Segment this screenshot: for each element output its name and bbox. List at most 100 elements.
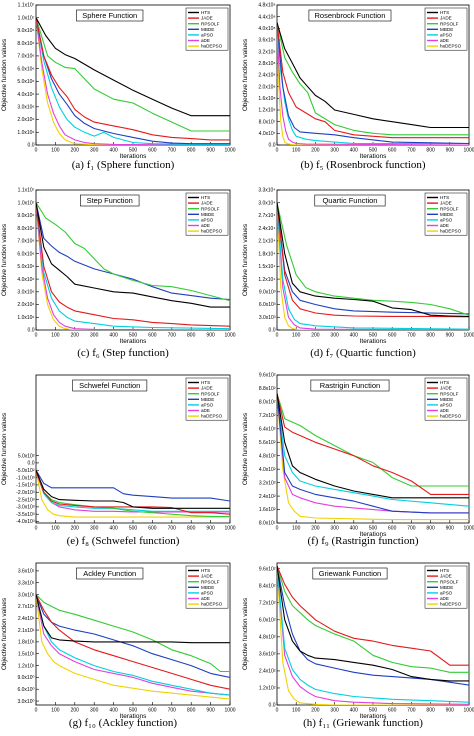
series-line-hadepso: [277, 22, 469, 145]
series-line-jade: [36, 594, 230, 690]
legend-label: MBDE: [201, 585, 214, 590]
title-box: [80, 194, 140, 207]
y-tick-label: 4.0x10⁶: [17, 92, 34, 98]
legend-label: HTS: [440, 195, 449, 200]
series-line-jade: [277, 393, 469, 495]
series-line-ade: [36, 17, 230, 145]
y-tick-label: 2.4x10⁴: [258, 226, 275, 232]
y-tick-label: 2.1x10⁴: [258, 239, 275, 245]
chart-title: Ackley Function: [83, 569, 136, 578]
x-tick-label: 1000: [463, 708, 474, 714]
y-tick-label: 2.4x10²: [259, 669, 276, 675]
x-tick-label: 100: [292, 708, 301, 714]
y-tick-label: 5.0x10²: [18, 453, 35, 459]
y-axis-label: Objective function values: [1, 412, 8, 485]
y-tick-label: 9.6x10²: [259, 566, 276, 572]
y-axis-label: Objective function values: [242, 597, 249, 670]
legend-label: MBDE: [201, 27, 214, 32]
legend-label: haDEPSO: [440, 602, 462, 607]
y-tick-label: 3.6x10¹: [18, 569, 35, 575]
x-tick-label: 0: [35, 526, 38, 532]
y-tick-label: 8.0x10⁶: [17, 226, 34, 232]
panel-caption: (a) f₁ (Sphere function): [72, 159, 175, 171]
x-tick-label: 1000: [224, 148, 235, 154]
legend-label: RPSOLF: [201, 579, 220, 584]
x-tick-label: 500: [369, 526, 378, 532]
x-tick-label: 100: [51, 333, 60, 339]
y-tick-label: 2.0x10⁶: [17, 302, 34, 308]
y-tick-label: 2.8x10⁸: [258, 61, 275, 67]
x-tick-label: 800: [187, 148, 196, 154]
series-line-hadepso: [36, 202, 230, 330]
y-tick-label: 3.0x10³: [259, 315, 276, 321]
legend-label: HTS: [201, 10, 210, 15]
y-axis-label: Objective function values: [1, 597, 8, 670]
y-tick-label: 8.0x10⁶: [17, 41, 34, 47]
y-tick-label: 6.0x10⁶: [17, 66, 34, 72]
y-tick-label: 0.0: [269, 703, 276, 709]
y-tick-label: 2.1x10¹: [18, 628, 35, 634]
x-tick-label: 100: [292, 526, 301, 532]
x-tick-label: 400: [350, 526, 359, 532]
y-tick-label: 6.0x10³: [259, 302, 276, 308]
y-tick-label: 7.2x10²: [259, 600, 276, 606]
y-tick-label: 9.0x10⁰: [17, 675, 34, 681]
y-tick-label: 3.6x10⁸: [258, 38, 275, 44]
series-line-hadepso: [36, 470, 230, 518]
series-line-apso: [36, 470, 230, 512]
series-line-hts: [277, 565, 469, 682]
legend-label: aPSO: [201, 403, 214, 408]
x-tick-label: 500: [129, 333, 138, 339]
legend-label: JADE: [201, 201, 213, 206]
y-tick-label: 4.0x10⁷: [259, 131, 276, 137]
panel-caption: (h) f₁₁ (Griewank function): [303, 717, 423, 729]
series-line-mbde: [36, 469, 230, 502]
x-tick-label: 100: [292, 333, 301, 339]
x-tick-label: 400: [350, 333, 359, 339]
legend-label: aPSO: [440, 591, 453, 596]
y-tick-label: 4.4x10⁸: [258, 14, 275, 20]
legend-label: haDEPSO: [440, 44, 462, 49]
legend-label: aPSO: [201, 591, 214, 596]
y-tick-label: -3.5x10³: [16, 512, 35, 518]
x-tick-label: 100: [292, 148, 301, 154]
chart-title: Quartic Function: [322, 196, 377, 205]
x-tick-label: 500: [129, 708, 138, 714]
x-tick-label: 300: [90, 333, 99, 339]
series-line-rpsolf: [277, 565, 469, 673]
series-line-hts: [36, 202, 230, 308]
y-tick-label: 3.3x10¹: [18, 580, 35, 586]
y-tick-label: 2.4x10²: [259, 494, 276, 500]
title-box: [76, 567, 144, 580]
series-line-rpsolf: [36, 17, 230, 132]
legend-label: aDE: [201, 408, 210, 413]
legend-label: HTS: [440, 10, 449, 15]
series-line-hadepso: [277, 565, 469, 705]
x-tick-label: 0: [276, 333, 279, 339]
legend-label: aDE: [440, 596, 449, 601]
y-tick-label: 5.6x10²: [259, 440, 276, 446]
x-tick-label: 800: [187, 708, 196, 714]
x-tick-label: 600: [148, 708, 157, 714]
y-tick-label: 6.0x10²: [259, 618, 276, 624]
y-tick-label: 3.6x10²: [259, 652, 276, 658]
y-tick-label: 2.0x10⁸: [258, 84, 275, 90]
x-tick-label: 0: [35, 708, 38, 714]
x-tick-label: 800: [426, 148, 435, 154]
y-tick-label: 1.2x10⁸: [258, 108, 275, 114]
x-tick-label: 700: [407, 708, 416, 714]
x-tick-label: 300: [90, 526, 99, 532]
x-tick-label: 900: [446, 148, 455, 154]
series-line-rpsolf: [36, 202, 230, 302]
chart-panel-1: 0 100 200 300 400 500 600 700 800 900 1000 0.0 1.0x1…: [1, 3, 236, 171]
series-line-hts: [277, 22, 469, 129]
title-box: [314, 194, 386, 207]
legend-label: MBDE: [440, 212, 453, 217]
series-line-hts: [277, 393, 469, 499]
x-tick-label: 0: [35, 333, 38, 339]
title-box: [72, 379, 148, 392]
series-line-mbde: [277, 393, 469, 514]
